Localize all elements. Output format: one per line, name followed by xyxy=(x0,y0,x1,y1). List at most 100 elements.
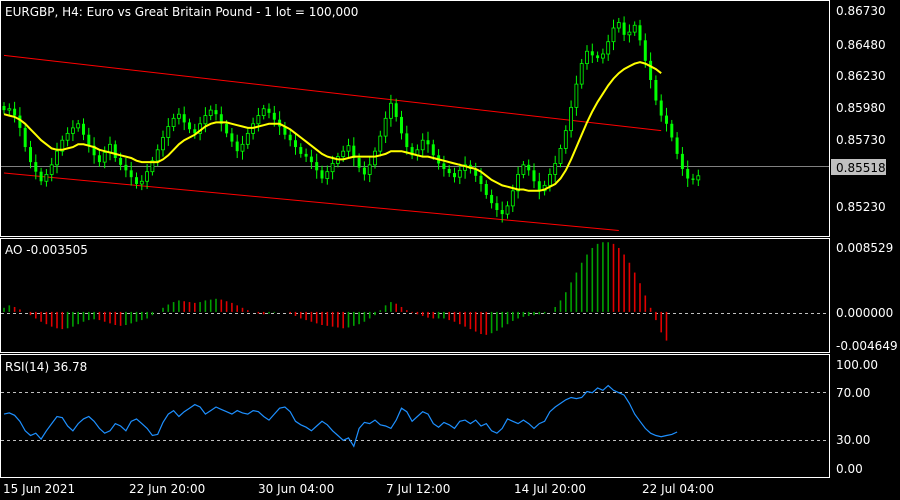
candle-body xyxy=(659,100,663,116)
candle-body xyxy=(579,63,584,85)
candle-body xyxy=(362,167,366,175)
x-tick-label: 7 Jul 12:00 xyxy=(386,482,450,496)
candle-body xyxy=(315,162,319,171)
candle-body xyxy=(188,122,191,130)
candle-body xyxy=(569,106,573,132)
candle-body xyxy=(426,140,430,145)
candle-body xyxy=(102,152,107,163)
candle-body xyxy=(490,194,494,204)
current-price-badge xyxy=(831,159,886,175)
candle-body xyxy=(405,133,409,148)
ao-panel-frame xyxy=(0,238,830,353)
candle-body xyxy=(82,123,85,135)
price-panel-frame xyxy=(0,0,830,237)
candle-body xyxy=(638,25,642,41)
x-tick-label: 14 Jul 20:00 xyxy=(514,482,586,496)
candle-body xyxy=(431,144,435,156)
candle-body xyxy=(7,108,12,111)
candle-body xyxy=(537,181,541,191)
candle-body xyxy=(574,83,579,108)
ao-tick-label: 0.000000 xyxy=(836,306,893,320)
candle-body xyxy=(474,168,478,176)
candle-body xyxy=(649,60,653,80)
candle-body xyxy=(558,148,563,164)
x-tick-label: 22 Jul 04:00 xyxy=(642,482,714,496)
candle-body xyxy=(182,114,186,123)
candle-body xyxy=(55,150,59,166)
candle-body xyxy=(119,158,123,165)
rsi-tick-label: 100.00 xyxy=(836,358,878,372)
x-axis: 15 Jun 2021 22 Jun 20:00 30 Jun 04:00 7 … xyxy=(3,482,714,496)
candle-body xyxy=(388,102,393,119)
candle-body xyxy=(256,115,261,125)
candle-body xyxy=(495,203,499,210)
candle-body xyxy=(304,153,308,157)
candle-body xyxy=(357,158,361,168)
candle-body xyxy=(532,170,536,182)
candle-body xyxy=(230,133,234,142)
candle-body xyxy=(166,126,171,138)
candle-body xyxy=(346,145,351,152)
candle-body xyxy=(44,174,49,182)
candle-body xyxy=(447,168,451,174)
channel-lower-line xyxy=(3,172,619,232)
candle-body xyxy=(309,156,313,163)
candle-body xyxy=(245,132,250,145)
candle-body xyxy=(29,147,32,163)
candle-body xyxy=(675,137,679,154)
candle-body xyxy=(654,80,658,101)
candle-body xyxy=(453,173,456,178)
moving-average-line xyxy=(3,61,662,192)
candle-body xyxy=(352,145,356,158)
candle-body xyxy=(601,53,605,59)
candle-body xyxy=(87,134,91,146)
candle-body xyxy=(373,150,377,166)
candle-body xyxy=(400,116,403,134)
price-tick-label: 0.86480 xyxy=(836,38,886,52)
rsi-tick-label: 30.00 xyxy=(836,433,870,447)
candle-body xyxy=(161,137,165,151)
candle-body xyxy=(294,140,297,148)
candle-body xyxy=(665,115,668,124)
candle-body xyxy=(548,174,552,186)
candle-body xyxy=(510,190,515,207)
candle-body xyxy=(680,153,684,169)
candle-body xyxy=(71,127,75,134)
candle-body xyxy=(203,115,208,125)
candle-body xyxy=(553,163,558,175)
candle-body xyxy=(367,164,372,175)
ao-tick-label: -0.004649 xyxy=(836,339,898,353)
candle-body xyxy=(330,163,335,173)
candle-body xyxy=(145,171,150,182)
rsi-layer xyxy=(3,384,678,448)
candle-body xyxy=(34,162,38,172)
candle-body xyxy=(176,113,181,119)
candle-body xyxy=(563,130,568,149)
candle-body xyxy=(208,109,213,116)
candle-body xyxy=(283,126,287,135)
candle-body xyxy=(670,123,674,138)
rsi-tick-label: 0.00 xyxy=(836,462,863,476)
candle-body xyxy=(521,164,526,175)
candle-body xyxy=(214,110,218,115)
candle-body xyxy=(171,117,176,127)
candle-body xyxy=(596,55,600,59)
x-tick-label: 15 Jun 2021 xyxy=(3,482,75,496)
candle-body xyxy=(611,27,616,43)
candle-body xyxy=(2,106,6,111)
candle-body xyxy=(696,175,701,181)
candle-body xyxy=(139,180,144,185)
candle-body xyxy=(590,51,594,56)
candle-body xyxy=(442,163,446,169)
candle-body xyxy=(527,164,531,171)
candle-body xyxy=(76,123,81,129)
rsi-panel-frame xyxy=(0,354,830,478)
x-tick-label: 22 Jun 20:00 xyxy=(129,482,205,496)
channel-upper-line xyxy=(3,54,662,132)
price-tick-label: 0.85730 xyxy=(836,133,886,147)
candle-body xyxy=(320,170,324,179)
x-tick-label: 30 Jun 04:00 xyxy=(258,482,334,496)
rsi-tick-label: 70.00 xyxy=(836,386,870,400)
candle-body xyxy=(18,115,22,128)
